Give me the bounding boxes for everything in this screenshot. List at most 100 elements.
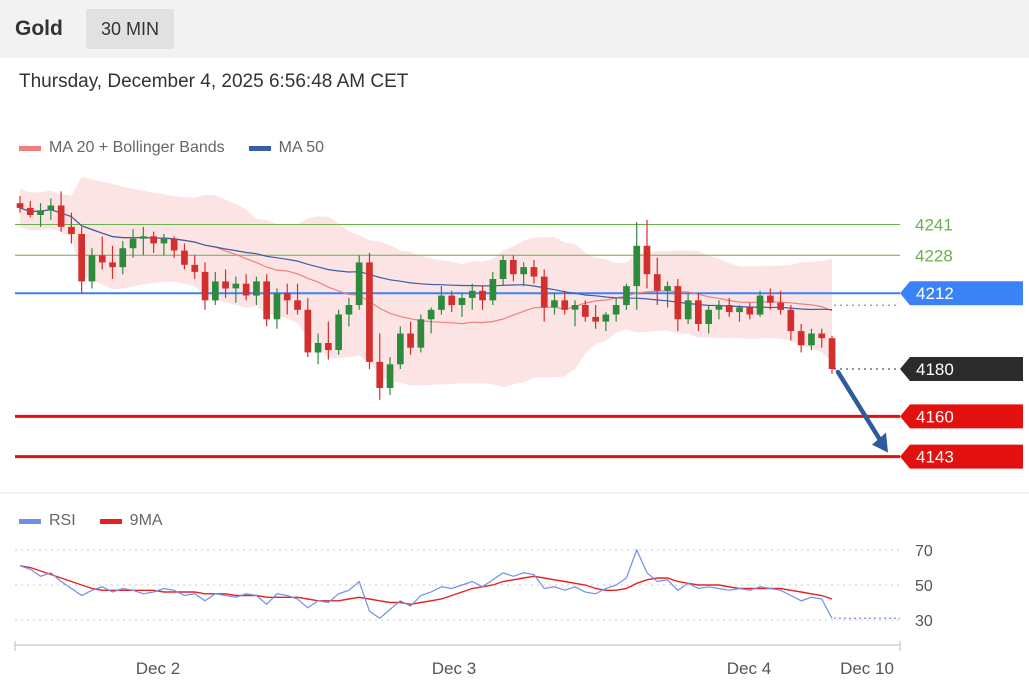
candle xyxy=(314,343,322,353)
candle xyxy=(664,286,671,291)
candle xyxy=(212,281,219,301)
candle xyxy=(109,262,116,268)
x-tick-label: Dec 10 xyxy=(840,659,894,678)
candle xyxy=(140,236,147,239)
candle xyxy=(561,300,569,310)
rsi-tick-label: 50 xyxy=(915,578,933,595)
level-tag-text: 4143 xyxy=(916,448,954,467)
candle xyxy=(684,300,692,320)
candle xyxy=(695,300,702,324)
candle xyxy=(448,295,456,306)
main-legend: MA 20 + Bollinger Bands MA 50 xyxy=(19,139,348,157)
candle xyxy=(551,300,558,308)
candle xyxy=(366,262,373,362)
candle xyxy=(530,267,538,277)
candle xyxy=(170,238,178,251)
candle xyxy=(520,267,527,275)
legend-item-9ma: 9MA xyxy=(99,512,163,530)
candle xyxy=(489,279,497,301)
candle xyxy=(808,333,815,346)
candle xyxy=(602,314,610,322)
candle xyxy=(582,305,589,317)
candle xyxy=(304,309,312,353)
candle xyxy=(253,281,260,296)
candle xyxy=(181,250,188,265)
9ma-swatch xyxy=(99,518,122,524)
bollinger-band-area xyxy=(20,176,832,388)
candle xyxy=(818,333,826,339)
legend-item-rsi: RSI xyxy=(19,512,76,530)
candle xyxy=(592,316,599,322)
instrument-name: Gold xyxy=(15,17,63,40)
candle xyxy=(623,286,630,306)
candle xyxy=(242,283,250,296)
candle xyxy=(468,290,476,298)
level-tag-4143: 4143 xyxy=(900,444,1023,469)
candle xyxy=(68,226,75,234)
candle xyxy=(756,295,764,315)
candle xyxy=(427,309,435,320)
candle xyxy=(294,300,301,310)
candle xyxy=(571,305,579,310)
candle xyxy=(26,207,34,215)
x-tick-label: Dec 4 xyxy=(727,659,771,678)
rsi-tick-label: 70 xyxy=(915,543,933,560)
level-tag-4212: 4212 xyxy=(900,281,1023,306)
candle xyxy=(777,302,784,310)
candle xyxy=(510,260,517,275)
candle xyxy=(201,271,209,301)
level-label-4241: 4241 xyxy=(915,215,953,234)
candle xyxy=(438,295,445,310)
candle xyxy=(386,364,394,388)
level-tag-box xyxy=(900,281,1023,306)
candle xyxy=(78,234,85,282)
legend-label-ma50: MA 50 xyxy=(278,139,325,156)
level-tag-text: 4180 xyxy=(916,360,954,379)
candle xyxy=(160,238,168,244)
candle xyxy=(725,305,733,313)
rsi-tick-label: 30 xyxy=(915,613,933,630)
timeframe-button[interactable]: 30 MIN xyxy=(86,9,174,49)
candle xyxy=(88,255,96,282)
candle xyxy=(479,290,486,301)
candle xyxy=(283,293,291,301)
legend-item-ma50: MA 50 xyxy=(248,139,325,157)
forecast-arrow-shaft xyxy=(835,369,886,447)
candle xyxy=(376,361,384,388)
candle xyxy=(263,281,270,320)
candle xyxy=(191,264,199,272)
candle xyxy=(715,305,723,310)
candle xyxy=(653,274,661,291)
candle xyxy=(355,262,363,305)
level-tag-box xyxy=(900,404,1023,429)
candle xyxy=(633,245,641,287)
rsi-ma-line xyxy=(19,565,833,606)
level-tag-text: 4212 xyxy=(916,284,954,303)
rsi-swatch xyxy=(19,518,41,524)
chart-datetime: Thursday, December 4, 2025 6:56:48 AM CE… xyxy=(19,71,409,92)
candle xyxy=(643,245,651,275)
candle xyxy=(828,338,836,369)
forecast-arrow-head xyxy=(872,432,888,453)
candle xyxy=(119,248,127,268)
candle xyxy=(612,305,620,315)
level-tag-4180: 4180 xyxy=(900,357,1023,382)
candle xyxy=(407,333,414,348)
candle xyxy=(397,333,404,365)
candle xyxy=(767,295,774,303)
candle xyxy=(674,286,682,320)
candle xyxy=(37,210,44,215)
legend-label-ma20: MA 20 + Bollinger Bands xyxy=(49,139,225,156)
candle xyxy=(736,307,743,313)
candle xyxy=(345,305,353,315)
candles xyxy=(16,191,836,400)
level-label-4228: 4228 xyxy=(915,246,953,265)
candle xyxy=(746,307,754,315)
candle xyxy=(787,309,795,332)
candle xyxy=(98,255,106,263)
level-tag-4160: 4160 xyxy=(900,404,1023,429)
legend-item-ma20: MA 20 + Bollinger Bands xyxy=(19,139,225,157)
candle xyxy=(273,293,281,320)
